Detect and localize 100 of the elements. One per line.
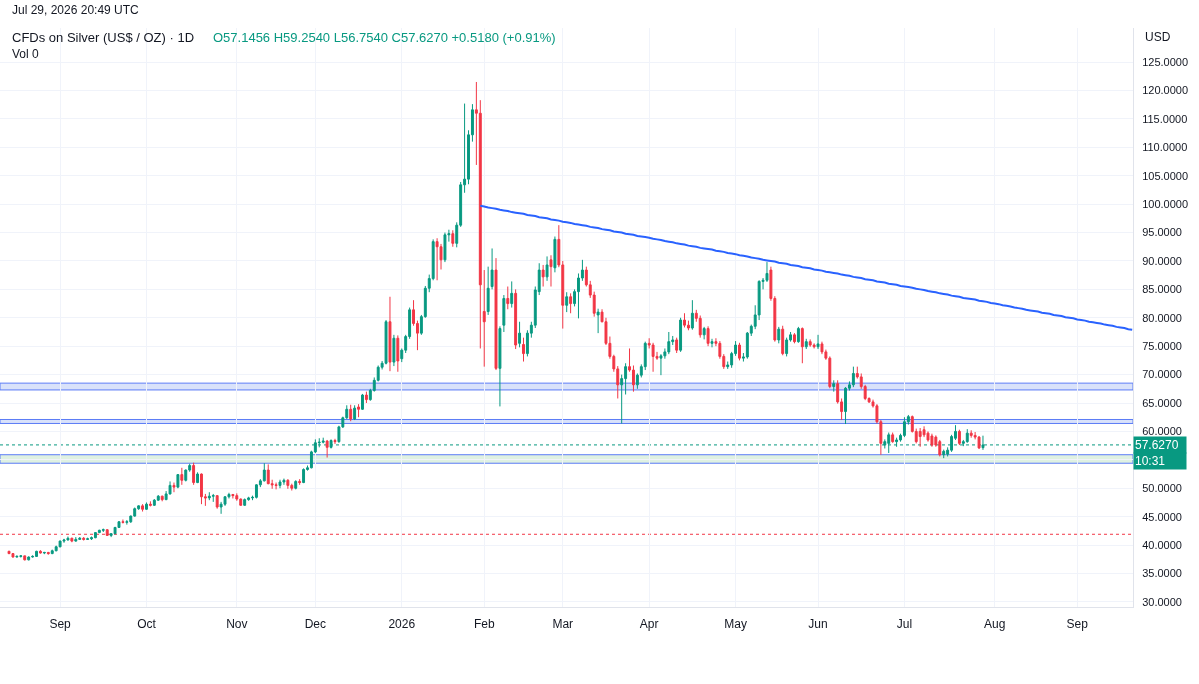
x-tick-label: Apr (639, 617, 659, 632)
ref-line-label: 57.6270 (1135, 438, 1179, 452)
y-tick-label: 35.0000 (1142, 567, 1182, 580)
candlestick (50, 549, 54, 555)
x-tick-label: Feb (473, 617, 495, 632)
candlestick (298, 478, 302, 486)
candlestick (207, 491, 211, 501)
candlestick (522, 337, 525, 363)
candlestick (506, 286, 510, 310)
text: 10:31 (1135, 454, 1166, 468)
candlestick (545, 255, 549, 282)
candlestick (738, 342, 741, 361)
chart-subtitle: O57.1456 H59.2540 L56.7540 C57.6270 +0.5180 (+0.91%) (213, 30, 556, 45)
candlestick (435, 237, 439, 281)
candlestick (942, 449, 946, 459)
candlestick (42, 551, 46, 555)
candlestick (816, 334, 820, 350)
y-tick-label: 50.0000 (1142, 482, 1182, 495)
candlestick (494, 257, 498, 371)
candlestick (93, 531, 97, 539)
candlestick (180, 467, 184, 486)
y-tick-label: 125.0000 (1142, 55, 1189, 68)
candlestick (290, 483, 294, 492)
candlestick (184, 468, 188, 482)
y-tick-label: 100.0000 (1142, 197, 1189, 210)
candlestick (27, 555, 31, 561)
candlestick (86, 537, 90, 541)
candlestick (541, 264, 545, 288)
x-tick-label: May (724, 617, 747, 632)
candlestick (812, 342, 816, 349)
candlestick (596, 308, 600, 334)
candlestick (702, 326, 706, 340)
candlestick (891, 432, 895, 444)
y-tick-label: 65.0000 (1142, 396, 1182, 409)
candlestick (793, 332, 796, 344)
y-tick-label: 115.0000 (1142, 112, 1188, 125)
y-tick-label: 70.0000 (1142, 368, 1182, 381)
candlestick (808, 338, 812, 348)
candlestick (38, 549, 42, 555)
y-tick-label: 95.0000 (1142, 226, 1182, 239)
x-tick-label: Nov (226, 617, 248, 632)
candlestick (66, 536, 70, 542)
candlestick (832, 379, 836, 393)
candlestick (518, 321, 522, 348)
candlestick (553, 236, 557, 273)
candlestick (325, 439, 329, 459)
y-tick-label: 45.0000 (1142, 510, 1182, 523)
candlestick (274, 482, 278, 490)
line-series (479, 204, 1133, 331)
candlestick (200, 472, 203, 505)
candlestick (235, 492, 239, 502)
x-tick-label: Sep (1066, 617, 1089, 632)
y-tick-label: 90.0000 (1142, 254, 1182, 267)
candlestick (215, 494, 219, 510)
candlestick (156, 494, 160, 502)
candlestick (247, 496, 251, 502)
y-tick-label: 105.0000 (1142, 169, 1189, 182)
candlestick (796, 326, 800, 344)
candlestick (58, 540, 62, 548)
candlestick (62, 538, 66, 544)
candlestick (152, 498, 156, 507)
candlestick (918, 427, 922, 448)
candlestick (396, 334, 400, 373)
text: Jul 29, 2026 20:49 UTC (12, 3, 140, 17)
candlestick (392, 334, 396, 367)
candlestick (286, 478, 290, 490)
annotation: Vol 0 (12, 47, 40, 61)
candlestick (82, 536, 86, 542)
candlestick (239, 497, 243, 507)
y-axis-title: USD (1145, 30, 1171, 44)
candlestick (902, 416, 906, 438)
candlestick (710, 338, 714, 348)
candlestick (294, 479, 298, 490)
candlestick (930, 433, 934, 448)
chart-title: CFDs on Silver (US$ / OZ) · 1D (12, 30, 195, 45)
candlestick (690, 299, 694, 331)
y-tick-label: 60.0000 (1142, 425, 1182, 438)
candlestick (90, 536, 93, 541)
y-tick-label: 40.0000 (1142, 538, 1182, 551)
candlestick (569, 292, 573, 314)
candlestick (141, 503, 145, 513)
candlestick (97, 529, 101, 534)
y-tick-label: 120.0000 (1142, 84, 1189, 97)
candlestick (145, 501, 148, 511)
x-tick-label: Oct (137, 617, 157, 632)
candlestick (101, 528, 105, 533)
candlestick (510, 280, 514, 309)
x-tick-label: 2026 (388, 617, 416, 632)
candlestick (565, 291, 569, 313)
candlestick (451, 229, 455, 248)
candlestick (800, 326, 804, 364)
candlestick (357, 403, 361, 418)
candlestick (11, 552, 15, 559)
candlestick (176, 473, 180, 489)
candlestick (679, 317, 683, 353)
candlestick (172, 482, 176, 493)
candlestick (333, 438, 337, 445)
candlestick (651, 342, 655, 373)
candlestick (549, 254, 553, 288)
x-tick-label: Dec (304, 617, 327, 632)
